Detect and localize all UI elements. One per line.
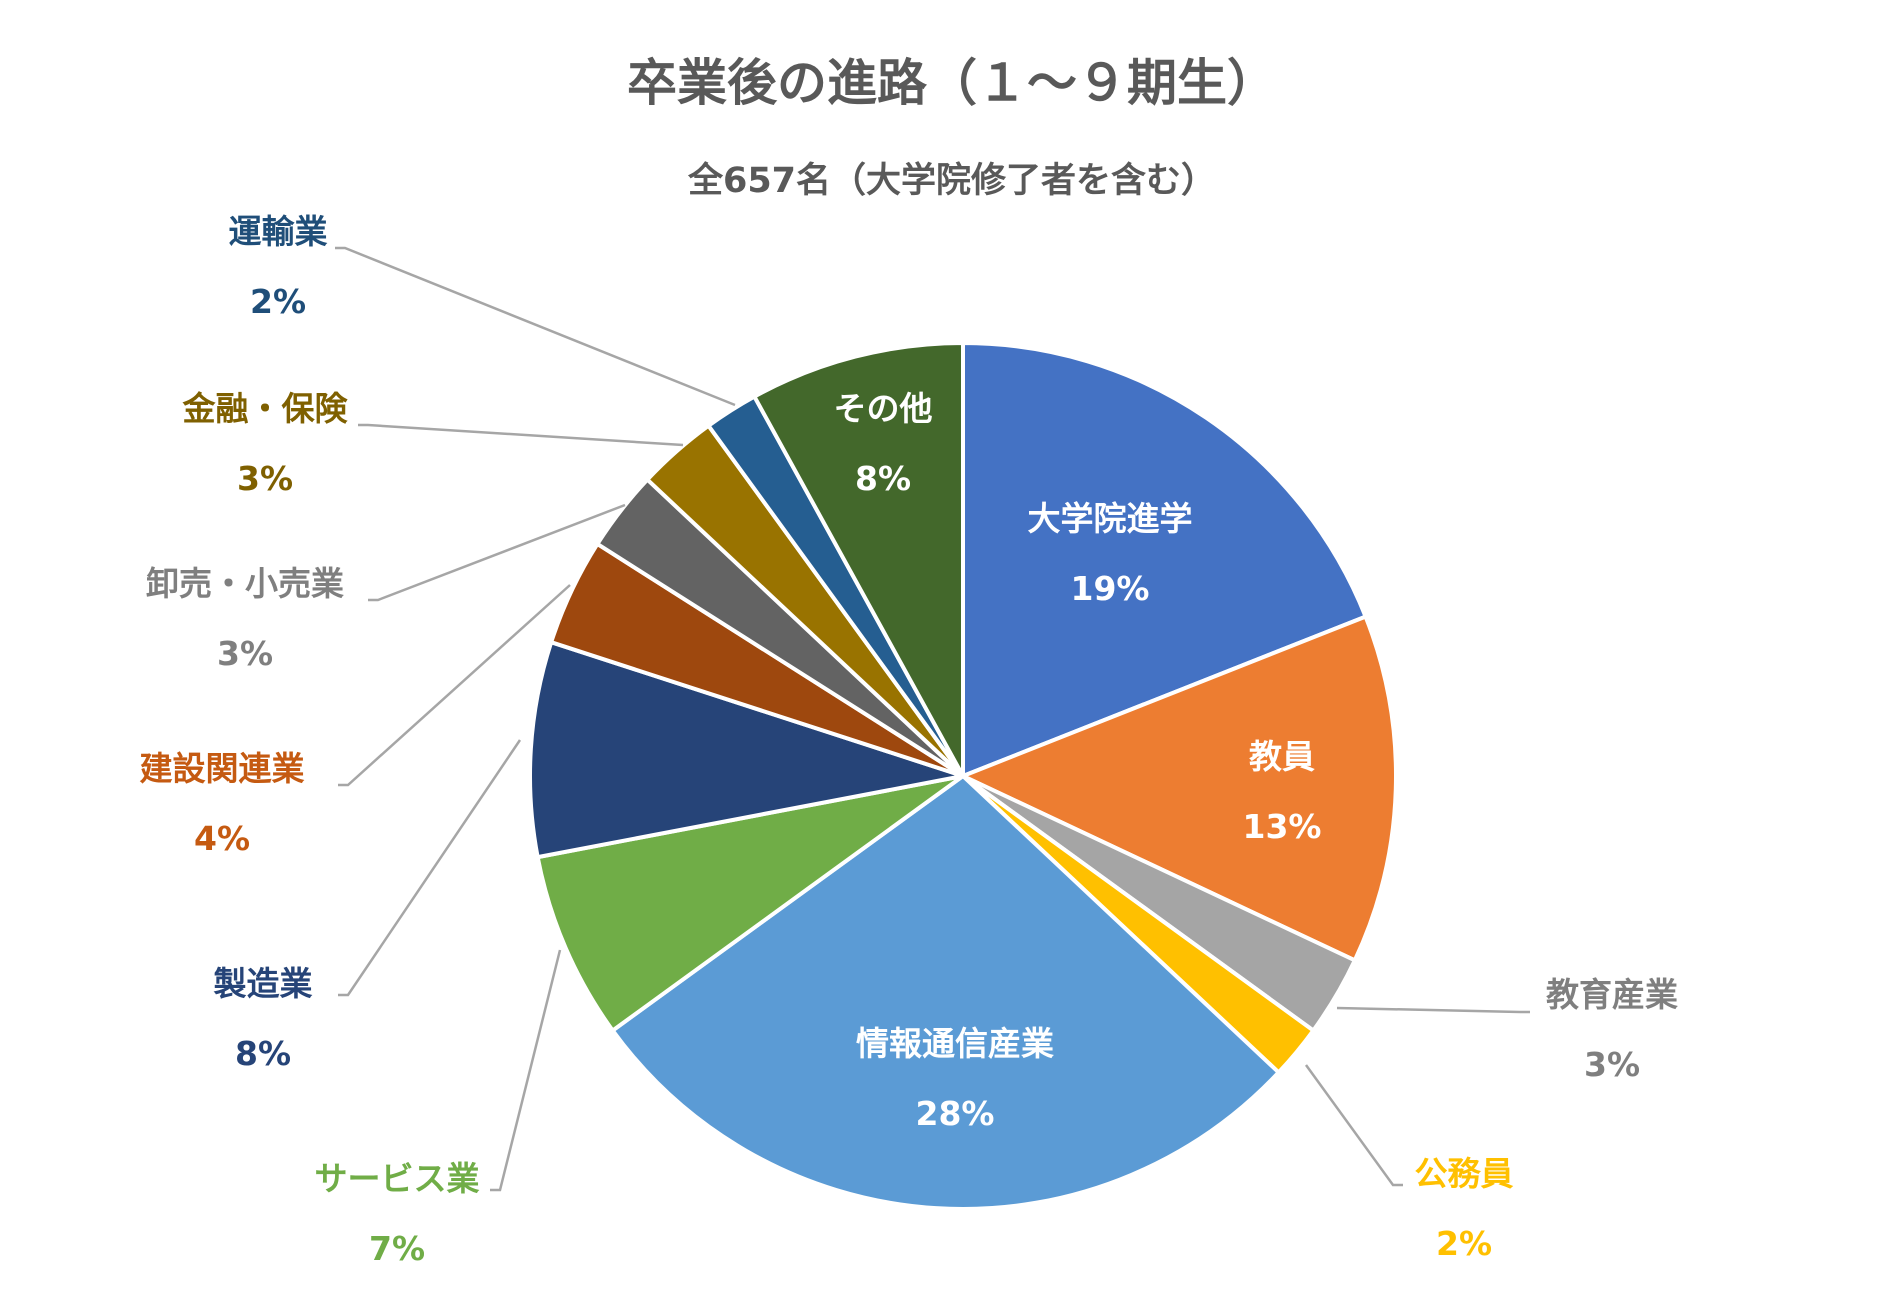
slice-labels: 大学院進学 19% 教員 13% 教育産業 3% 公務員 2% 情報通信産業 28% サービス業 7%…	[140, 212, 1679, 1268]
slice-label-finance-insurance: 金融・保険	[182, 389, 349, 428]
slice-value-information-communication: 28%	[916, 1094, 995, 1133]
leader-line-manufacturing	[338, 739, 522, 997]
leader-line-education-industry	[1336, 1006, 1530, 1014]
slice-value-finance-insurance: 3%	[237, 459, 293, 498]
slice-label-graduate-school: 大学院進学	[1028, 499, 1193, 538]
slice-value-teacher: 13%	[1243, 807, 1322, 846]
pie-slice-information-communication	[610, 774, 1281, 1211]
slice-label-service-industry: サービス業	[315, 1159, 480, 1198]
leader-line-finance-insurance	[358, 423, 684, 447]
leader-lines	[335, 246, 1530, 1192]
slice-label-wholesale-retail: 卸売・小売業	[146, 564, 344, 603]
pie-slice-service-industry	[535, 774, 965, 1033]
slice-value-wholesale-retail: 3%	[217, 634, 273, 673]
slice-value-construction: 4%	[194, 819, 250, 858]
leader-line-wholesale-retail	[368, 503, 626, 602]
slice-label-manufacturing: 製造業	[214, 964, 313, 1003]
slice-value-service-industry: 7%	[369, 1229, 425, 1268]
slice-value-other: 8%	[855, 459, 911, 498]
slice-label-construction: 建設関連業	[140, 749, 305, 788]
pie-slice-teacher	[961, 614, 1398, 963]
leader-line-construction	[338, 584, 571, 787]
pie-slice-graduate-school	[961, 341, 1368, 778]
slice-value-public-servant: 2%	[1436, 1224, 1492, 1263]
slice-label-public-servant: 公務員	[1415, 1154, 1514, 1193]
slice-label-transportation: 運輸業	[229, 212, 328, 251]
slice-label-education-industry: 教育産業	[1546, 975, 1678, 1014]
leader-line-transportation	[335, 246, 736, 407]
chart-title: 卒業後の進路（１～９期生）	[627, 54, 1277, 112]
slice-label-other: その他	[834, 389, 933, 428]
slice-label-information-communication: 情報通信産業	[856, 1024, 1054, 1063]
slice-label-teacher: 教員	[1249, 737, 1315, 776]
slice-value-graduate-school: 19%	[1071, 569, 1150, 608]
leader-line-public-servant	[1304, 1064, 1403, 1187]
pie-slices	[528, 341, 1398, 1211]
slice-value-education-industry: 3%	[1584, 1045, 1640, 1084]
slice-value-manufacturing: 8%	[235, 1034, 291, 1073]
chart-subtitle: 全657名（大学院修了者を含む）	[687, 160, 1216, 201]
slice-value-transportation: 2%	[250, 282, 306, 321]
pie-slice-manufacturing	[528, 640, 965, 860]
leader-line-service-industry	[490, 949, 562, 1192]
pie-slice-other	[752, 341, 965, 778]
